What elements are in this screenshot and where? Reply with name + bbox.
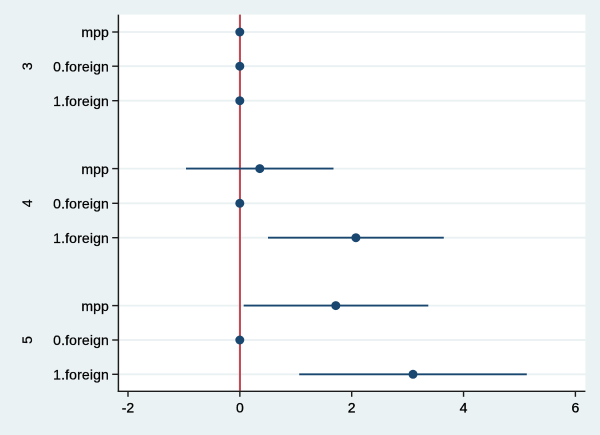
svg-text:3: 3 (19, 62, 35, 70)
svg-text:mpp: mpp (81, 298, 109, 314)
svg-text:4: 4 (460, 400, 468, 416)
svg-text:0: 0 (236, 400, 244, 416)
svg-text:2: 2 (348, 400, 356, 416)
svg-text:mpp: mpp (81, 161, 109, 177)
svg-text:0.foreign: 0.foreign (53, 332, 109, 348)
svg-text:1.foreign: 1.foreign (53, 93, 109, 109)
svg-text:mpp: mpp (81, 24, 109, 40)
svg-text:4: 4 (19, 199, 35, 207)
svg-text:0.foreign: 0.foreign (53, 196, 109, 212)
svg-text:6: 6 (572, 400, 580, 416)
svg-text:5: 5 (19, 336, 35, 344)
svg-text:-2: -2 (122, 400, 135, 416)
svg-text:1.foreign: 1.foreign (53, 367, 109, 383)
svg-text:0.foreign: 0.foreign (53, 58, 109, 74)
svg-text:1.foreign: 1.foreign (53, 230, 109, 246)
